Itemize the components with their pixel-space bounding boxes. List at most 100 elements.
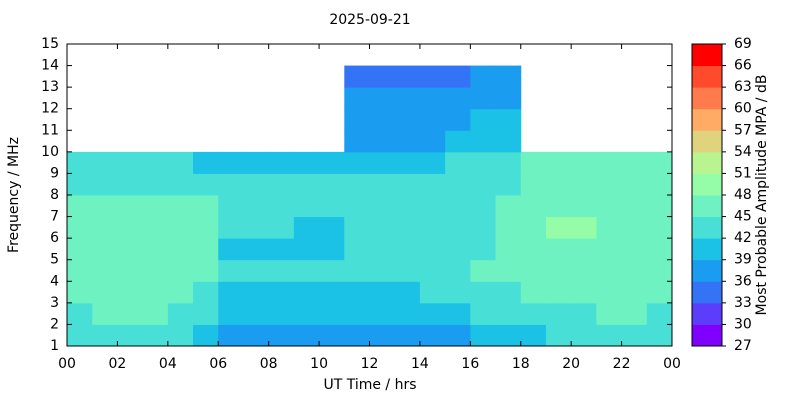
heatmap-cell (319, 173, 345, 196)
heatmap-cell (394, 130, 421, 153)
heatmap-cell (621, 281, 648, 304)
colorbar-swatch (692, 173, 722, 196)
colorbar-tick-label: 51 (734, 165, 752, 181)
heatmap-cell (67, 195, 93, 218)
heatmap-cell (445, 302, 471, 325)
heatmap-cell (92, 216, 118, 239)
heatmap-cell (596, 151, 623, 174)
heatmap-cell (243, 281, 270, 304)
heatmap-cell (495, 281, 522, 304)
heatmap-cell (67, 151, 93, 174)
heatmap-cell (520, 281, 547, 304)
heatmap-cell (394, 151, 421, 174)
heatmap-cell (545, 195, 572, 218)
x-tick-label: 00 (663, 356, 681, 372)
heatmap-cell (470, 173, 497, 196)
heatmap-cell (445, 65, 471, 88)
heatmap-cell (243, 151, 270, 174)
heatmap-cell (394, 238, 421, 261)
colorbar-swatch (692, 216, 722, 239)
y-tick-label: 11 (41, 122, 59, 138)
heatmap-cell (218, 238, 244, 261)
heatmap-cell (319, 259, 345, 282)
heatmap-cell (67, 302, 93, 325)
heatmap-cell (545, 324, 572, 347)
colorbar-tick-label: 54 (734, 144, 752, 160)
heatmap-cell (268, 151, 295, 174)
heatmap-cell (243, 302, 270, 325)
heatmap-cell (470, 238, 497, 261)
y-tick-label: 15 (41, 36, 59, 52)
x-tick-label: 18 (512, 356, 530, 372)
heatmap-cell (369, 151, 396, 174)
heatmap-cell (243, 324, 270, 347)
heatmap-cell (319, 324, 345, 347)
heatmap-cell (571, 324, 597, 347)
y-tick-label: 4 (50, 273, 59, 289)
heatmap-cell (117, 151, 144, 174)
heatmap-cell (419, 173, 446, 196)
heatmap-cell (193, 302, 219, 325)
heatmap-cell (545, 173, 572, 196)
heatmap-cell (369, 324, 396, 347)
heatmap-cell (142, 238, 169, 261)
heatmap-cell (394, 281, 421, 304)
heatmap-cell (419, 130, 446, 153)
heatmap-cell (419, 108, 446, 131)
heatmap-cell (344, 216, 370, 239)
heatmap-cell (596, 216, 623, 239)
heatmap-cell (293, 302, 320, 325)
x-axis-label: UT Time / hrs (323, 377, 416, 393)
heatmap-cell (142, 173, 169, 196)
heatmap-cell (344, 151, 370, 174)
heatmap-cell (621, 195, 648, 218)
heatmap-cell (419, 216, 446, 239)
heatmap-cell (596, 238, 623, 261)
heatmap-cell (167, 195, 194, 218)
heatmap-cell (193, 173, 219, 196)
heatmap-cell (218, 216, 244, 239)
heatmap-cell (193, 195, 219, 218)
heatmap-cell (646, 281, 673, 304)
heatmap-cell (495, 130, 522, 153)
x-tick-label: 12 (361, 356, 379, 372)
heatmap-cell (319, 302, 345, 325)
colorbar-swatch (692, 302, 722, 325)
heatmap-cell (646, 324, 673, 347)
heatmap-cell (369, 108, 396, 131)
heatmap-cell (344, 108, 370, 131)
heatmap-cell (319, 281, 345, 304)
heatmap-cell (394, 259, 421, 282)
heatmap-cell (470, 324, 497, 347)
x-tick-label: 08 (260, 356, 278, 372)
heatmap-cell (268, 281, 295, 304)
colorbar-swatch (692, 130, 722, 153)
heatmap-cell (621, 259, 648, 282)
heatmap-cell (268, 173, 295, 196)
heatmap-cell (142, 302, 169, 325)
heatmap-cell (470, 65, 497, 88)
heatmap-cell (344, 173, 370, 196)
x-tick-label: 20 (562, 356, 580, 372)
heatmap-cell (621, 173, 648, 196)
heatmap-cell (319, 238, 345, 261)
heatmap-cell (268, 259, 295, 282)
y-tick-label: 1 (50, 338, 59, 354)
heatmap-cell (117, 238, 144, 261)
heatmap-cell (193, 216, 219, 239)
heatmap-cell (193, 259, 219, 282)
heatmap-cell (495, 259, 522, 282)
heatmap-cell (67, 281, 93, 304)
heatmap-cell (218, 324, 244, 347)
heatmap-cell (167, 302, 194, 325)
heatmap-cell (142, 151, 169, 174)
heatmap-cell (243, 173, 270, 196)
heatmap-cell (117, 173, 144, 196)
heatmap-cell (419, 259, 446, 282)
colorbar-swatch (692, 281, 722, 304)
heatmap-cell (571, 281, 597, 304)
heatmap-cell (419, 302, 446, 325)
heatmap-cell (142, 259, 169, 282)
heatmap-cell (520, 195, 547, 218)
